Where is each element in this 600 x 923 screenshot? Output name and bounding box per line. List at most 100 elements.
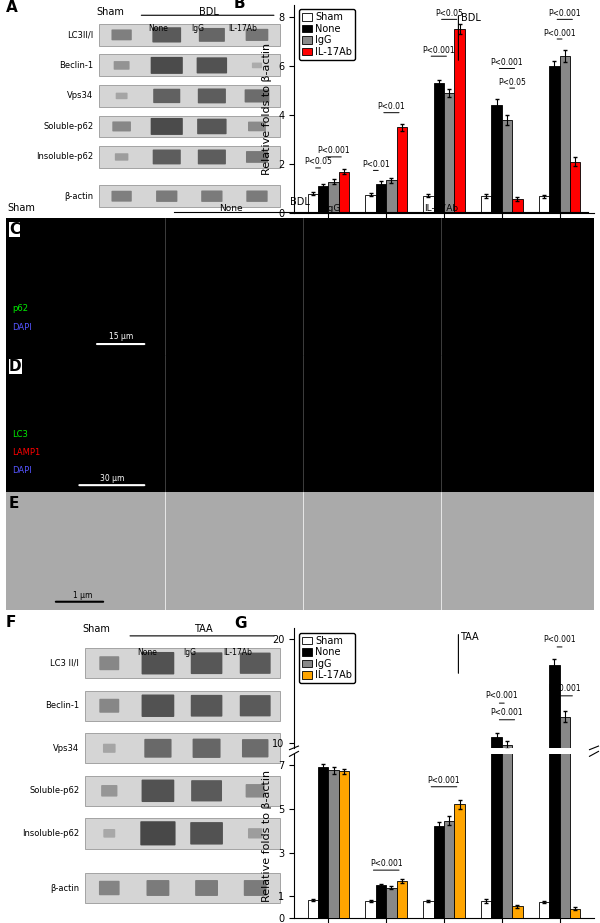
Bar: [434, 826, 444, 918]
Bar: [502, 703, 512, 918]
Bar: [423, 901, 434, 918]
Text: IgG: IgG: [191, 24, 204, 33]
Text: Sham: Sham: [7, 203, 35, 213]
FancyBboxPatch shape: [240, 653, 271, 674]
FancyBboxPatch shape: [112, 30, 132, 41]
Bar: [376, 831, 386, 846]
Bar: [397, 881, 407, 918]
Text: LC3: LC3: [12, 430, 28, 439]
Bar: [365, 838, 376, 846]
Text: Soluble-p62: Soluble-p62: [43, 122, 94, 131]
Text: Sham: Sham: [97, 6, 124, 17]
Y-axis label: Relative folds to β-actin: Relative folds to β-actin: [262, 770, 272, 902]
Bar: [85, 818, 280, 848]
Bar: [328, 182, 339, 213]
Text: P<0.05: P<0.05: [435, 9, 463, 18]
FancyBboxPatch shape: [142, 780, 174, 802]
Text: P<0.001: P<0.001: [543, 635, 576, 644]
FancyBboxPatch shape: [113, 61, 130, 70]
Text: A: A: [6, 0, 18, 15]
FancyBboxPatch shape: [116, 92, 128, 99]
Bar: [99, 54, 280, 77]
Text: Beclin-1: Beclin-1: [59, 61, 94, 70]
Text: DAPI: DAPI: [12, 466, 32, 474]
FancyBboxPatch shape: [240, 695, 271, 716]
Text: F: F: [6, 615, 16, 629]
FancyBboxPatch shape: [156, 190, 178, 202]
Bar: [386, 888, 397, 918]
FancyBboxPatch shape: [195, 880, 218, 896]
FancyBboxPatch shape: [245, 90, 269, 102]
Bar: [85, 873, 280, 904]
FancyBboxPatch shape: [100, 699, 119, 713]
FancyBboxPatch shape: [248, 828, 262, 838]
Text: P<0.001: P<0.001: [370, 859, 403, 869]
Text: BDL: BDL: [290, 197, 310, 207]
Bar: [444, 821, 454, 918]
Bar: [99, 186, 280, 207]
FancyBboxPatch shape: [153, 89, 180, 103]
FancyBboxPatch shape: [199, 28, 225, 42]
Bar: [308, 900, 318, 918]
Text: TAA: TAA: [194, 624, 213, 634]
Text: P<0.05: P<0.05: [498, 78, 526, 87]
FancyBboxPatch shape: [142, 694, 174, 717]
FancyBboxPatch shape: [193, 738, 221, 758]
FancyBboxPatch shape: [244, 880, 266, 896]
FancyBboxPatch shape: [152, 28, 181, 42]
Bar: [481, 901, 491, 918]
Text: Insoluble-p62: Insoluble-p62: [36, 152, 94, 162]
FancyBboxPatch shape: [151, 57, 183, 74]
FancyBboxPatch shape: [252, 63, 262, 68]
Text: Soluble-p62: Soluble-p62: [29, 786, 79, 796]
Bar: [549, 66, 560, 213]
FancyBboxPatch shape: [242, 739, 268, 758]
Bar: [491, 105, 502, 213]
Bar: [386, 833, 397, 846]
Text: 30 μm: 30 μm: [100, 474, 124, 483]
Text: Vps34: Vps34: [67, 91, 94, 101]
FancyBboxPatch shape: [197, 119, 227, 134]
FancyBboxPatch shape: [190, 822, 223, 845]
Bar: [444, 93, 454, 213]
Text: LC3 II/I: LC3 II/I: [50, 659, 79, 667]
Text: D: D: [9, 359, 22, 374]
Bar: [512, 906, 523, 918]
Text: P<0.01: P<0.01: [362, 160, 389, 169]
Text: Beclin-1: Beclin-1: [45, 701, 79, 710]
Text: P<0.001: P<0.001: [543, 29, 576, 38]
Bar: [328, 771, 339, 918]
Text: P<0.001: P<0.001: [548, 684, 581, 693]
Bar: [549, 534, 560, 918]
Bar: [99, 85, 280, 107]
Bar: [339, 772, 349, 918]
Bar: [397, 829, 407, 846]
Text: P<0.001: P<0.001: [548, 9, 581, 18]
Bar: [85, 690, 280, 721]
Bar: [444, 800, 454, 846]
Text: P<0.001: P<0.001: [428, 776, 460, 785]
FancyBboxPatch shape: [146, 880, 169, 896]
Text: Sham: Sham: [82, 624, 110, 634]
FancyBboxPatch shape: [99, 881, 119, 895]
Text: BDL: BDL: [199, 6, 219, 17]
Text: P<0.001: P<0.001: [485, 691, 518, 700]
Bar: [376, 184, 386, 213]
Legend: Sham, None, IgG, IL-17Ab: Sham, None, IgG, IL-17Ab: [299, 9, 355, 60]
Bar: [570, 908, 580, 918]
Bar: [397, 127, 407, 213]
FancyBboxPatch shape: [101, 785, 118, 797]
Bar: [491, 737, 502, 846]
Bar: [339, 172, 349, 213]
Bar: [308, 194, 318, 213]
Text: IgG: IgG: [325, 204, 341, 213]
Text: LAMP1: LAMP1: [12, 448, 40, 457]
FancyBboxPatch shape: [140, 821, 176, 845]
FancyBboxPatch shape: [112, 191, 132, 201]
FancyBboxPatch shape: [142, 652, 174, 675]
FancyBboxPatch shape: [248, 122, 266, 131]
Text: P<0.05: P<0.05: [304, 158, 332, 166]
Bar: [434, 803, 444, 846]
Text: C: C: [9, 222, 20, 237]
Text: BDL: BDL: [461, 13, 481, 23]
